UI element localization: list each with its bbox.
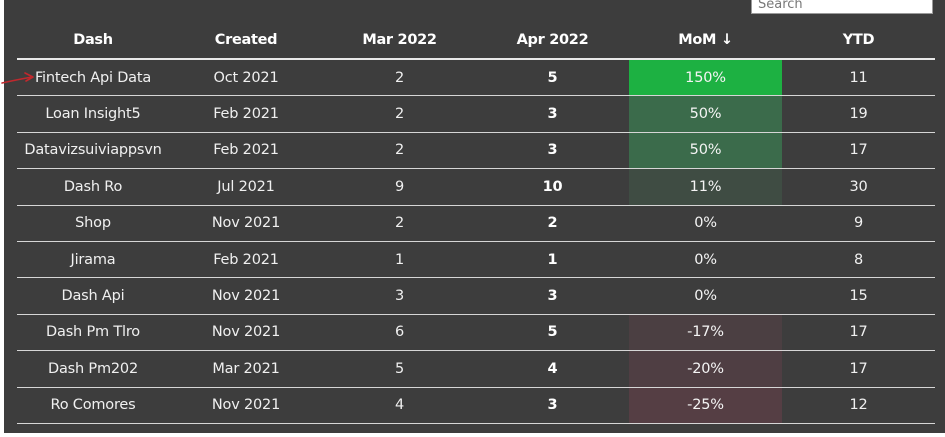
table-row[interactable]: Shop Nov 2021 2 2 0% 9 [17,205,935,242]
cell-apr-2022: 3 [476,95,629,133]
table-row[interactable]: Ro Comores Nov 2021 4 3 -25% 12 [17,387,935,424]
header-apr-2022[interactable]: Apr 2022 [476,22,629,60]
header-dash[interactable]: Dash [17,22,169,60]
cell-dash-name: Dash Ro [17,168,169,206]
table-row[interactable]: Loan Insight5 Feb 2021 2 3 50% 19 [17,95,935,133]
cell-apr-2022: 1 [476,241,629,279]
cell-apr-2022: 3 [476,387,629,424]
cell-mar-2022: 2 [323,59,476,97]
cell-created: Nov 2021 [169,277,323,315]
cell-apr-2022: 3 [476,277,629,315]
cell-ytd: 17 [782,132,935,170]
cell-mar-2022: 4 [323,387,476,424]
cell-created: Mar 2021 [169,350,323,388]
table-row[interactable]: Fintech Api Data Oct 2021 2 5 150% 11 [17,59,935,97]
cell-ytd: 17 [782,350,935,388]
cell-mar-2022: 2 [323,132,476,170]
cell-apr-2022: 2 [476,205,629,242]
cell-ytd: 17 [782,314,935,352]
cell-dash-name: Loan Insight5 [17,95,169,133]
dashboard-stats-table: Dash Created Mar 2022 Apr 2022 MoM ↓ YTD… [17,22,935,424]
cell-dash-name: Fintech Api Data [17,59,169,97]
cell-ytd: 9 [782,205,935,242]
table-row[interactable]: Dash Pm202 Mar 2021 5 4 -20% 17 [17,350,935,388]
cell-ytd: 8 [782,241,935,279]
cell-ytd: 30 [782,168,935,206]
header-mom-sorted[interactable]: MoM ↓ [629,22,782,60]
cell-ytd: 11 [782,59,935,97]
cell-ytd: 19 [782,95,935,133]
cell-dash-name: Dash Pm Tlro [17,314,169,352]
cell-apr-2022: 5 [476,59,629,97]
cell-created: Oct 2021 [169,59,323,97]
table-row[interactable]: Dash Pm Tlro Nov 2021 6 5 -17% 17 [17,314,935,352]
table-row[interactable]: Dash Api Nov 2021 3 3 0% 15 [17,277,935,315]
left-page-edge [0,0,4,437]
cell-mom: -25% [629,387,782,424]
header-mar-2022[interactable]: Mar 2022 [323,22,476,60]
cell-dash-name: Shop [17,205,169,242]
cell-dash-name: Datavizsuiviappsvn [17,132,169,170]
cell-ytd: 15 [782,277,935,315]
cell-created: Feb 2021 [169,241,323,279]
cell-dash-name: Dash Pm202 [17,350,169,388]
cell-created: Nov 2021 [169,205,323,242]
header-ytd[interactable]: YTD [782,22,935,60]
cell-created: Nov 2021 [169,387,323,424]
cell-mar-2022: 2 [323,95,476,133]
table-row[interactable]: Jirama Feb 2021 1 1 0% 8 [17,241,935,279]
cell-mom: 0% [629,205,782,242]
cell-dash-name: Ro Comores [17,387,169,424]
cell-mom: 50% [629,95,782,133]
cell-apr-2022: 4 [476,350,629,388]
cell-mom: 50% [629,132,782,170]
cell-dash-name: Dash Api [17,277,169,315]
cell-created: Jul 2021 [169,168,323,206]
cell-mar-2022: 6 [323,314,476,352]
cell-mom: 150% [629,59,782,97]
search-input[interactable] [751,0,933,14]
cell-mom: -17% [629,314,782,352]
cell-created: Feb 2021 [169,95,323,133]
cell-apr-2022: 10 [476,168,629,206]
header-created[interactable]: Created [169,22,323,60]
cell-mom: 0% [629,277,782,315]
cell-mom: -20% [629,350,782,388]
cell-mar-2022: 9 [323,168,476,206]
cell-mar-2022: 3 [323,277,476,315]
cell-mom: 11% [629,168,782,206]
cell-mar-2022: 2 [323,205,476,242]
cell-mom: 0% [629,241,782,279]
table-header-row: Dash Created Mar 2022 Apr 2022 MoM ↓ YTD [17,22,935,60]
cell-created: Nov 2021 [169,314,323,352]
cell-apr-2022: 5 [476,314,629,352]
cell-created: Feb 2021 [169,132,323,170]
cell-ytd: 12 [782,387,935,424]
cell-dash-name: Jirama [17,241,169,279]
table-row[interactable]: Datavizsuiviappsvn Feb 2021 2 3 50% 17 [17,132,935,170]
cell-mar-2022: 1 [323,241,476,279]
cell-apr-2022: 3 [476,132,629,170]
bottom-page-edge [0,433,945,437]
table-row[interactable]: Dash Ro Jul 2021 9 10 11% 30 [17,168,935,206]
cell-mar-2022: 5 [323,350,476,388]
